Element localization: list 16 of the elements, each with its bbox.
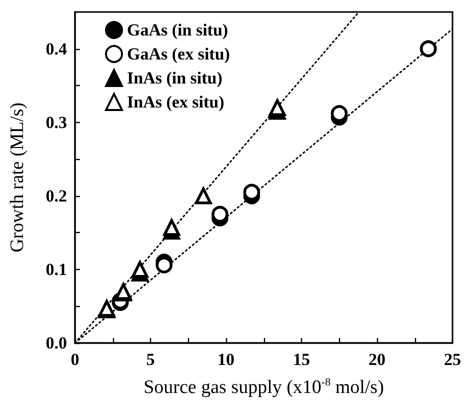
legend-label: GaAs (in situ) bbox=[127, 20, 228, 40]
x-tick-label: 10 bbox=[218, 350, 234, 369]
legend-label: InAs (in situ) bbox=[127, 68, 222, 88]
legend-label: InAs (ex situ) bbox=[127, 92, 224, 112]
y-tick-label: 0.4 bbox=[46, 39, 68, 58]
y-axis-title: Growth rate (ML/s) bbox=[7, 102, 28, 252]
x-tick-label: 20 bbox=[368, 350, 386, 369]
y-tick-label: 0.3 bbox=[46, 112, 67, 132]
x-tick-label: 25 bbox=[444, 350, 461, 369]
y-tick-label: 0.0 bbox=[46, 334, 67, 352]
y-tick-label: 0.1 bbox=[46, 260, 67, 279]
x-tick-label: 5 bbox=[146, 350, 155, 369]
x-tick-label: 15 bbox=[293, 350, 310, 369]
y-tick-label: 0.2 bbox=[46, 186, 67, 206]
x-tick-label: 0 bbox=[70, 350, 80, 369]
legend-label: GaAs (ex situ) bbox=[127, 44, 230, 64]
